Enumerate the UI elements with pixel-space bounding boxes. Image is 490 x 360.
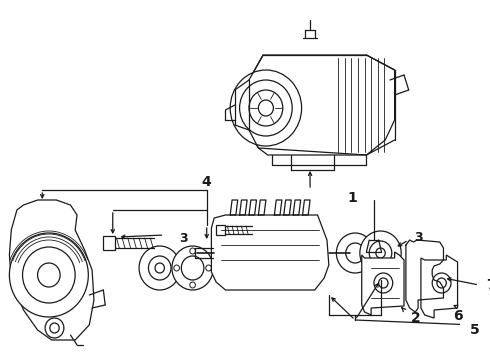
Polygon shape (9, 200, 94, 340)
Text: 1: 1 (347, 191, 357, 205)
Circle shape (230, 70, 302, 146)
Circle shape (9, 233, 88, 317)
Circle shape (240, 80, 292, 136)
Circle shape (258, 100, 273, 116)
Text: 5: 5 (469, 323, 479, 337)
Circle shape (437, 278, 446, 288)
Circle shape (369, 241, 392, 265)
Circle shape (174, 265, 179, 271)
Circle shape (148, 256, 171, 280)
Text: 3: 3 (414, 230, 422, 243)
Circle shape (190, 282, 196, 288)
Circle shape (376, 248, 385, 258)
Text: 3: 3 (179, 231, 188, 244)
Circle shape (23, 247, 75, 303)
Circle shape (172, 246, 213, 290)
Text: 2: 2 (411, 311, 421, 325)
Circle shape (50, 323, 59, 333)
Circle shape (379, 278, 388, 288)
Circle shape (346, 243, 365, 263)
Circle shape (432, 273, 451, 293)
Text: 4: 4 (202, 175, 212, 189)
Circle shape (249, 90, 283, 126)
Circle shape (45, 318, 64, 338)
Polygon shape (249, 55, 394, 155)
Circle shape (155, 263, 165, 273)
Polygon shape (216, 225, 225, 235)
Polygon shape (362, 252, 404, 315)
Text: 6: 6 (453, 309, 463, 323)
Circle shape (181, 256, 204, 280)
Circle shape (190, 248, 196, 254)
Circle shape (139, 246, 180, 290)
Polygon shape (103, 236, 115, 250)
Circle shape (360, 231, 401, 275)
Circle shape (374, 273, 393, 293)
Polygon shape (211, 215, 329, 290)
Polygon shape (421, 255, 458, 318)
Text: 7: 7 (486, 278, 490, 292)
Circle shape (38, 263, 60, 287)
Circle shape (206, 265, 211, 271)
Circle shape (336, 233, 374, 273)
